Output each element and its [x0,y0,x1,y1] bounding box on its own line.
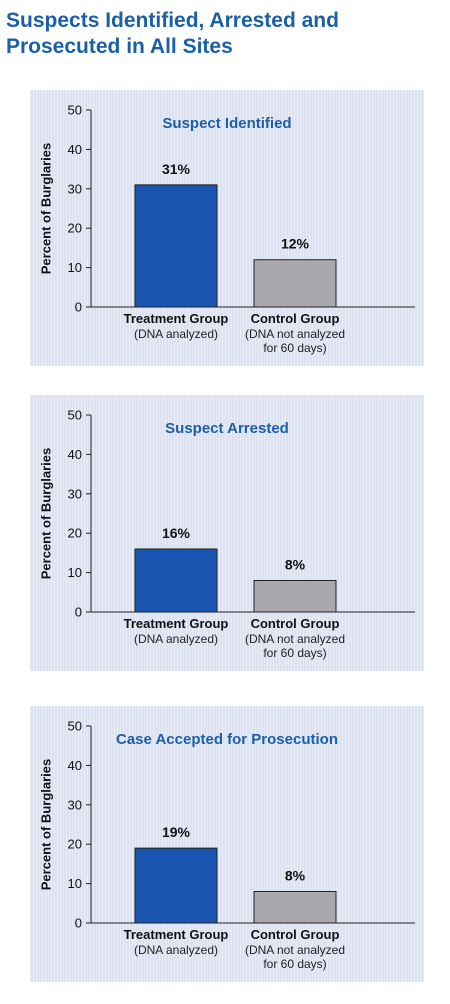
bar-value-label: 8% [285,867,306,883]
category-sublabel: (DNA analyzed) [134,327,218,341]
y-tick-label: 30 [68,181,82,196]
bar-chart-svg: Suspect Identified 0 10 20 30 40 50 31% Treatmen… [68,103,415,355]
treatment-group-bar [134,184,218,308]
category-sublabel: for 60 days) [263,646,326,660]
chart-title: Case Accepted for Prosecution [116,731,338,748]
y-tick-label: 10 [68,260,82,275]
category-label: Control Group [251,927,340,942]
y-tick-label: 0 [75,916,82,931]
category-sublabel: (DNA analyzed) [134,943,218,957]
y-tick-label: 30 [68,797,82,812]
category-label: Treatment Group [124,311,229,326]
chart-panel-suspect-identified: Suspect Identified 0 10 20 30 40 50 31% Treatmen… [30,90,424,366]
category-sublabel: (DNA not analyzed [245,632,345,646]
category-sublabel: (DNA not analyzed [245,327,345,341]
y-tick-label: 20 [68,837,82,852]
category-sublabel: (DNA not analyzed [245,943,345,957]
control-group-bar [253,890,337,924]
page-title: Suspects Identified, Arrested and Prosec… [6,9,339,58]
y-axis-label: Percent of Burglaries [38,447,54,580]
treatment-group-bar [134,847,218,924]
y-axis-label: Percent of Burglaries [38,758,54,891]
category-label: Treatment Group [124,616,229,631]
y-tick-label: 30 [68,486,82,501]
y-tick-label: 0 [75,300,82,315]
y-tick-label: 20 [68,221,82,236]
bar-value-label: 16% [162,525,191,541]
bar-chart-svg: Suspect Arrested 0 10 20 30 40 50 16% Treatment … [68,408,415,660]
chart-title: Suspect Identified [162,115,291,132]
control-group-bar [253,259,337,308]
category-label: Control Group [251,616,340,631]
bar-value-label: 31% [162,161,191,177]
y-axis-label: Percent of Burglaries [38,142,54,275]
control-group-bar [253,579,337,613]
y-tick-label: 10 [68,876,82,891]
y-tick-label: 40 [68,447,82,462]
category-sublabel: for 60 days) [263,341,326,355]
chart-panel-case-accepted: Case Accepted for Prosecution 0 10 20 30 40 50… [30,706,424,982]
y-tick-label: 50 [68,103,82,118]
bar-value-label: 19% [162,824,191,840]
bar-chart-svg: Case Accepted for Prosecution 0 10 20 30 40 50… [68,719,415,971]
y-tick-label: 50 [68,719,82,734]
y-tick-label: 20 [68,526,82,541]
y-tick-label: 10 [68,565,82,580]
chart-title: Suspect Arrested [165,420,289,437]
y-tick-label: 50 [68,408,82,423]
bar-value-label: 8% [285,556,306,572]
treatment-group-bar [134,548,218,613]
y-tick-label: 0 [75,605,82,620]
category-sublabel: (DNA analyzed) [134,632,218,646]
y-tick-label: 40 [68,142,82,157]
bar-value-label: 12% [281,236,310,252]
chart-panel-suspect-arrested: Suspect Arrested 0 10 20 30 40 50 16% Treatment … [30,395,424,671]
category-label: Treatment Group [124,927,229,942]
category-sublabel: for 60 days) [263,957,326,971]
y-tick-label: 40 [68,758,82,773]
category-label: Control Group [251,311,340,326]
